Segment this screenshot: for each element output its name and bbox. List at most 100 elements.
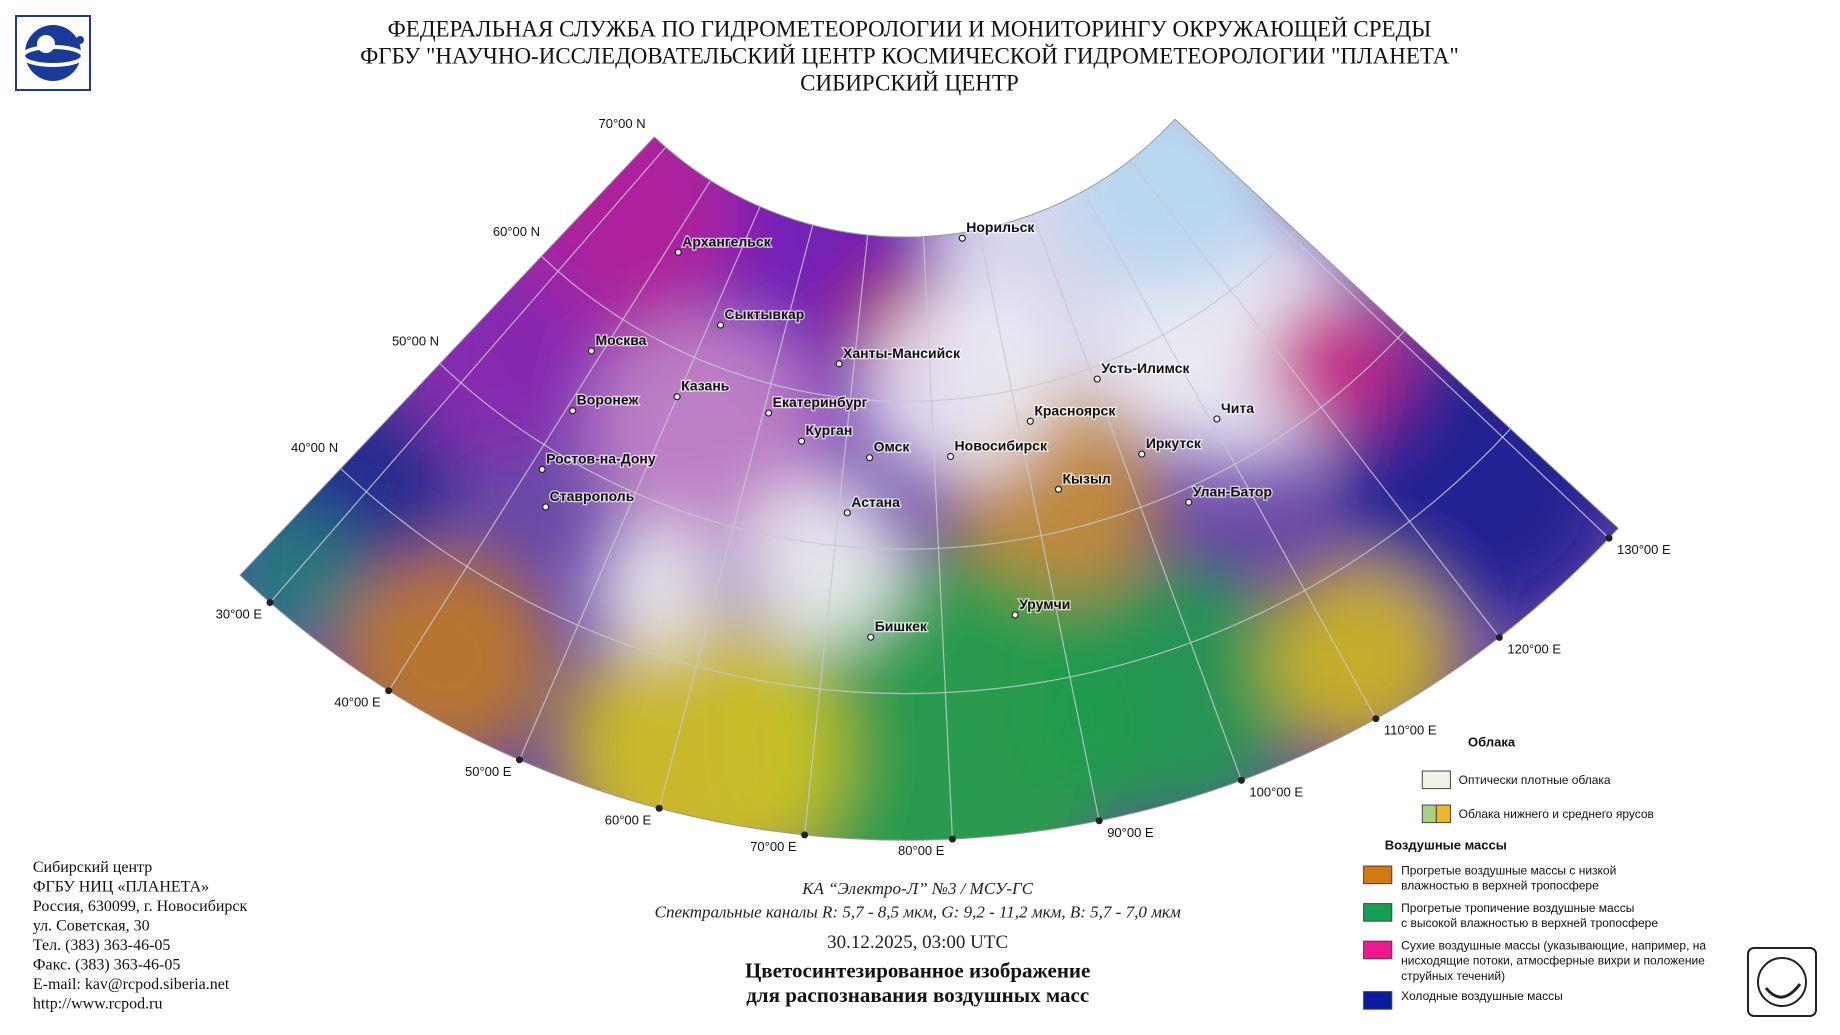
- city-dot: [538, 465, 546, 473]
- longitude-dot: [1237, 776, 1245, 784]
- city-dot: [673, 393, 681, 401]
- meridian-line: [978, 229, 1100, 821]
- longitude-dot: [801, 831, 809, 839]
- contact-line: http://www.rcpod.ru: [33, 995, 163, 1012]
- color-blob: [340, 551, 552, 763]
- longitude-dot: [1605, 534, 1613, 542]
- meridian-line: [518, 206, 761, 761]
- legend-title: Облака: [1468, 734, 1516, 749]
- legend-text: Оптически плотные облака: [1459, 773, 1611, 787]
- latitude-line: [541, 230, 1297, 402]
- longitude-label: 70°00 E: [750, 839, 797, 854]
- latitude-label: 50°00 N: [392, 333, 439, 348]
- color-blob: [563, 610, 845, 841]
- meridian-line: [1032, 214, 1242, 781]
- latitude-label: 60°00 N: [493, 224, 540, 239]
- color-blob: [592, 522, 722, 652]
- legend-swatch: [1421, 804, 1437, 824]
- latitude-line: [439, 330, 1405, 550]
- meridian-line: [388, 180, 712, 692]
- longitude-dot: [1372, 715, 1380, 723]
- city-dot: [542, 503, 550, 511]
- caption-satellite: КА “Электро-Л” №3 / МСУ-ГС: [801, 879, 1033, 898]
- meridian-line: [1129, 160, 1500, 638]
- color-blob: [868, 293, 1057, 482]
- longitude-label: 120°00 E: [1507, 641, 1561, 656]
- color-blob: [1044, 563, 1303, 822]
- map-border: [239, 118, 1620, 841]
- city-dot: [946, 452, 955, 461]
- latitude-line: [340, 428, 1511, 695]
- city-dot: [1213, 415, 1221, 423]
- legend-text: с высокой влажностью в верхней тропосфер…: [1401, 916, 1658, 930]
- city-dot: [1138, 450, 1146, 458]
- city-dot: [867, 633, 875, 641]
- city-dot: [1093, 375, 1101, 383]
- satellite-image: [239, 119, 1619, 841]
- longitude-dot: [948, 835, 956, 843]
- city-dot: [1185, 498, 1193, 506]
- city-dot: [958, 234, 966, 242]
- legend-text: влажностью в верхней тропосфере: [1401, 879, 1599, 893]
- longitude-dot: [266, 598, 274, 606]
- meridian-line: [1171, 122, 1610, 539]
- city-label: Кызыл: [1062, 470, 1110, 486]
- caption-title: Цветосинтезированное изображение: [745, 959, 1090, 983]
- legend-swatch: [1363, 903, 1393, 922]
- city-label: Омск: [874, 439, 911, 455]
- legend-swatch: [1363, 991, 1393, 1010]
- legend-text: Прогретые воздушные массы с низкой: [1401, 863, 1616, 877]
- city-dot: [716, 321, 725, 329]
- latitude-label: 70°00 N: [598, 116, 645, 131]
- city-label: Иркутск: [1146, 435, 1202, 451]
- longitude-label: 110°00 E: [1384, 723, 1437, 738]
- city-label: Красноярск: [1034, 402, 1116, 418]
- color-blob: [739, 481, 904, 646]
- city-label: Ростов-на-Дону: [546, 450, 656, 466]
- city-label: Сыктывкар: [725, 306, 805, 322]
- city-dot: [843, 509, 851, 517]
- longitude-label: 60°00 E: [605, 812, 652, 827]
- longitude-label: 80°00 E: [898, 843, 945, 858]
- legend-swatch: [1363, 865, 1393, 885]
- caption-datetime: 30.12.2025, 03:00 UTC: [827, 932, 1008, 953]
- legend-text: Облака нижнего и среднего ярусов: [1459, 807, 1654, 821]
- longitude-dot: [655, 804, 663, 812]
- legend-text: Сухие воздушные массы (указывающие, напр…: [1401, 938, 1706, 952]
- city-label: Норильск: [966, 219, 1035, 235]
- contact-line: Сибирский центр: [33, 859, 152, 876]
- city-label: Чита: [1221, 400, 1254, 416]
- city-dot: [865, 454, 874, 462]
- city-label: Воронеж: [577, 392, 640, 408]
- city-dot: [569, 407, 577, 415]
- latitude-label: 40°00 N: [291, 440, 338, 455]
- logo: [15, 15, 91, 91]
- city-label: Курган: [806, 422, 853, 438]
- longitude-label: 90°00 E: [1107, 825, 1154, 840]
- color-blob: [1056, 119, 1291, 294]
- contact-line: Факс. (383) 363-46-05: [33, 956, 181, 973]
- legend-swatch: [1421, 770, 1451, 790]
- city-label: Улан-Батор: [1193, 483, 1272, 499]
- longitude-dot: [385, 687, 393, 695]
- contact-line: ул. Советская, 30: [33, 917, 150, 934]
- city-label: Екатеринбург: [773, 394, 868, 410]
- city-label: Ставрополь: [550, 488, 635, 504]
- city-dot: [1011, 611, 1019, 619]
- header-line: СИБИРСКИЙ ЦЕНТР: [800, 70, 1019, 95]
- longitude-label: 50°00 E: [465, 764, 512, 779]
- header-line: ФЕДЕРАЛЬНАЯ СЛУЖБА ПО ГИДРОМЕТЕОРОЛОГИИ …: [388, 16, 1432, 41]
- iso-logo: [1747, 947, 1817, 1017]
- caption-title: для распознавания воздушных масс: [746, 983, 1089, 1007]
- city-label: Казань: [681, 378, 730, 394]
- meridian-line: [804, 234, 869, 835]
- header-line: ФГБУ "НАУЧНО-ИССЛЕДОВАТЕЛЬСКИЙ ЦЕНТР КОС…: [360, 43, 1459, 68]
- contact-line: ФГБУ НИЦ «ПЛАНЕТА»: [33, 878, 209, 895]
- city-label: Астана: [851, 494, 900, 510]
- legend-title: Воздушные массы: [1385, 838, 1507, 853]
- longitude-dot: [1095, 817, 1103, 825]
- city-dot: [1054, 485, 1063, 493]
- city-dot: [1026, 417, 1034, 425]
